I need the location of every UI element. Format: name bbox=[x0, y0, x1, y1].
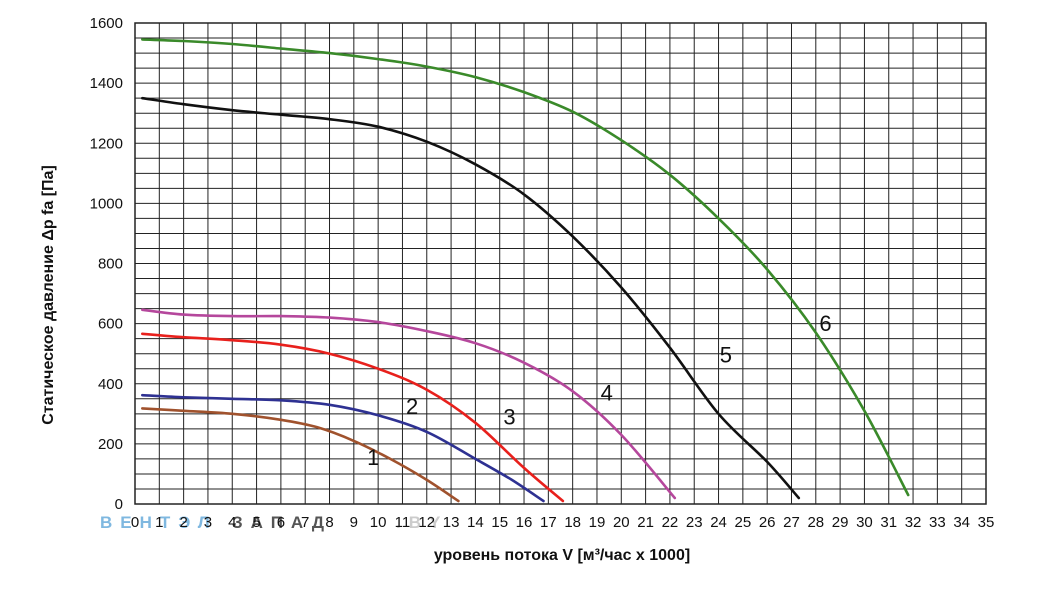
watermark-suffix: .BY bbox=[396, 513, 448, 532]
watermark-right: ЗАПАД bbox=[232, 513, 332, 532]
watermark-left: ВЕНТЭЛ bbox=[100, 513, 218, 532]
x-tick-label: 0 bbox=[131, 514, 139, 531]
x-tick-label: 17 bbox=[540, 514, 557, 531]
x-tick-label: 35 bbox=[978, 514, 995, 531]
grid bbox=[134, 22, 987, 505]
y-tick-label: 1000 bbox=[90, 195, 123, 212]
curve-label-1: 1 bbox=[367, 445, 379, 470]
x-tick-label: 21 bbox=[637, 514, 654, 531]
x-tick-label: 5 bbox=[252, 514, 260, 531]
x-tick-label: 19 bbox=[589, 514, 606, 531]
series-line-2 bbox=[141, 393, 545, 503]
x-tick-label: 29 bbox=[832, 514, 849, 531]
series-line-6 bbox=[141, 38, 910, 497]
x-tick-label: 32 bbox=[905, 514, 922, 531]
x-tick-label: 7 bbox=[301, 514, 309, 531]
y-tick-labels: 0 200 400 600 800 1000 1200 1400 1600 bbox=[90, 15, 123, 513]
x-tick-label: 28 bbox=[807, 514, 824, 531]
x-tick-label: 10 bbox=[370, 514, 387, 531]
x-tick-label: 34 bbox=[953, 514, 970, 531]
x-tick-label: 14 bbox=[467, 514, 484, 531]
series-lines bbox=[141, 38, 910, 503]
x-tick-label: 16 bbox=[516, 514, 533, 531]
x-tick-label: 30 bbox=[856, 514, 873, 531]
x-tick-label: 24 bbox=[710, 514, 727, 531]
x-tick-label: 3 bbox=[204, 514, 212, 531]
curve-label-5: 5 bbox=[720, 343, 732, 368]
x-tick-label: 26 bbox=[759, 514, 776, 531]
curve-label-4: 4 bbox=[601, 380, 613, 405]
x-tick-label: 13 bbox=[443, 514, 460, 531]
x-tick-label: 9 bbox=[350, 514, 358, 531]
curve-label-6: 6 bbox=[819, 311, 831, 336]
series-line-4 bbox=[141, 308, 677, 500]
x-tick-label: 8 bbox=[325, 514, 333, 531]
x-tick-label: 15 bbox=[491, 514, 508, 531]
y-axis-label: Статическое давление Δp fa [Па] bbox=[40, 165, 57, 425]
y-tick-label: 1600 bbox=[90, 15, 123, 32]
x-axis-label: уровень потока V [м³/час x 1000] bbox=[434, 547, 690, 564]
y-tick-label: 800 bbox=[98, 256, 123, 273]
x-tick-label: 20 bbox=[613, 514, 630, 531]
x-tick-label: 33 bbox=[929, 514, 946, 531]
x-tick-label: 31 bbox=[880, 514, 897, 531]
x-tick-label: 6 bbox=[277, 514, 285, 531]
curve-labels: 1 2 3 4 5 6 bbox=[367, 311, 831, 470]
x-tick-label: 2 bbox=[179, 514, 187, 531]
x-tick-label: 12 bbox=[418, 514, 435, 531]
x-tick-label: 23 bbox=[686, 514, 703, 531]
x-tick-label: 18 bbox=[564, 514, 581, 531]
y-tick-label: 200 bbox=[98, 436, 123, 453]
y-tick-label: 1400 bbox=[90, 75, 123, 92]
x-tick-label: 27 bbox=[783, 514, 800, 531]
x-tick-label: 11 bbox=[395, 514, 411, 531]
x-tick-label: 4 bbox=[228, 514, 236, 531]
series-line-3 bbox=[141, 332, 565, 503]
watermark: ВЕНТЭЛ ЗАПАД .BY bbox=[100, 513, 448, 532]
y-tick-label: 600 bbox=[98, 316, 123, 333]
series-line-1 bbox=[141, 407, 460, 503]
x-tick-labels: 0 1 2 3 4 5 6 7 8 9 10 11 12 13 14 15 16 17 18 19 20 21 22 23 24… bbox=[131, 514, 995, 531]
y-tick-label: 0 bbox=[115, 496, 123, 513]
x-tick-label: 1 bbox=[155, 514, 163, 531]
series-line-5 bbox=[141, 96, 801, 500]
y-tick-label: 1200 bbox=[90, 135, 123, 152]
curve-label-3: 3 bbox=[503, 404, 515, 429]
curve-label-2: 2 bbox=[406, 394, 418, 419]
x-tick-label: 25 bbox=[735, 514, 752, 531]
y-tick-label: 400 bbox=[98, 376, 123, 393]
x-tick-label: 22 bbox=[662, 514, 679, 531]
plot-border bbox=[134, 22, 987, 505]
